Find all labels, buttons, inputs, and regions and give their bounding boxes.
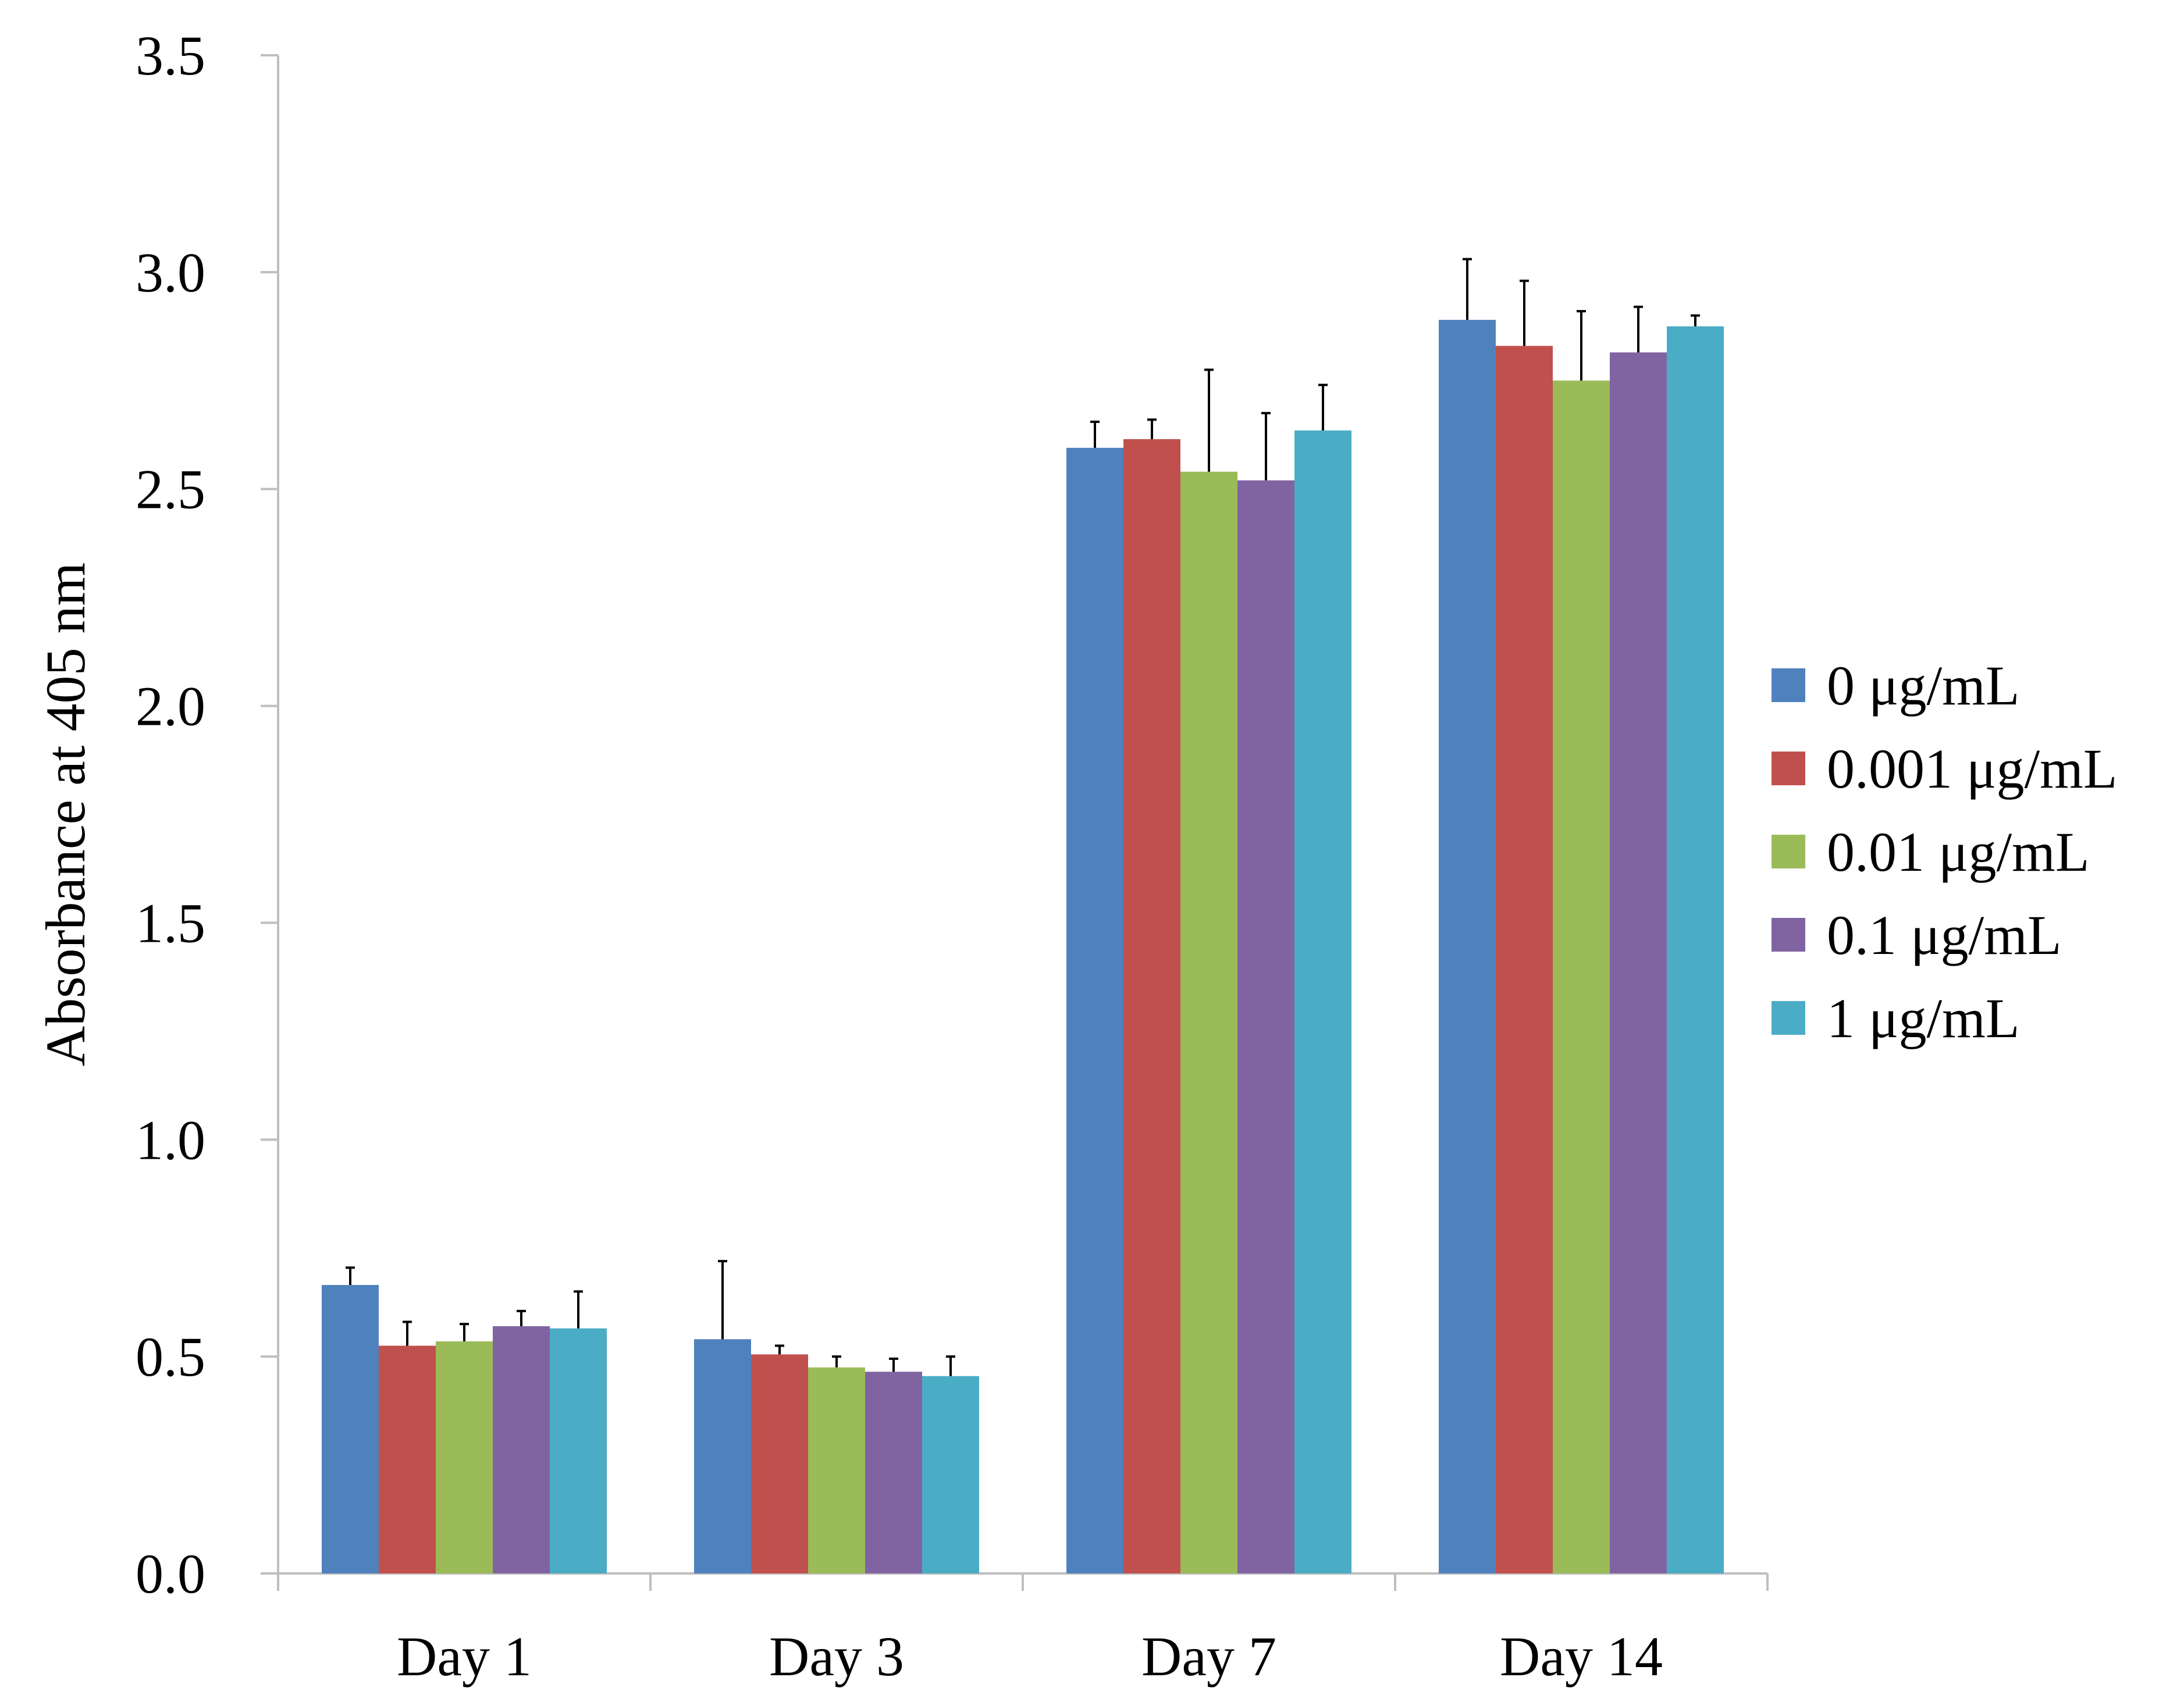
bar: [1294, 430, 1351, 1573]
x-tick-label: Day 1: [397, 1625, 532, 1687]
bar: [1237, 480, 1294, 1573]
bar: [436, 1341, 493, 1573]
bar: [1439, 319, 1496, 1573]
bar: [1496, 346, 1553, 1573]
legend-swatch: [1772, 1001, 1805, 1035]
bar: [1123, 439, 1180, 1573]
bar: [865, 1372, 922, 1573]
legend-label: 0 μg/mL: [1827, 654, 2019, 717]
x-tick-label: Day 7: [1141, 1625, 1276, 1687]
y-tick-label: 0.5: [136, 1326, 205, 1388]
bar: [550, 1328, 607, 1573]
y-tick-label: 1.0: [136, 1109, 205, 1171]
x-tick-label: Day 14: [1500, 1625, 1663, 1687]
x-tick-label: Day 3: [769, 1625, 904, 1687]
y-tick-label: 0.0: [136, 1543, 205, 1605]
y-axis-title: Absorbance at 405 nm: [34, 562, 97, 1066]
bar: [322, 1285, 379, 1573]
y-tick-label: 2.5: [136, 458, 205, 521]
bar: [379, 1345, 436, 1573]
bar: [808, 1367, 865, 1573]
legend-swatch: [1772, 668, 1805, 702]
legend-label: 0.01 μg/mL: [1827, 821, 2089, 883]
legend-label: 1 μg/mL: [1827, 987, 2019, 1049]
bar: [1553, 380, 1610, 1574]
legend-label: 0.001 μg/mL: [1827, 738, 2117, 800]
y-tick-label: 3.0: [136, 241, 205, 304]
bar: [922, 1376, 979, 1573]
y-tick-label: 1.5: [136, 892, 205, 954]
bar: [1667, 326, 1724, 1574]
bar: [1180, 471, 1237, 1573]
bar: [694, 1339, 751, 1573]
legend-label: 0.1 μg/mL: [1827, 904, 2061, 966]
legend-swatch: [1772, 918, 1805, 952]
y-tick-label: 2.0: [136, 675, 205, 738]
bar: [1066, 447, 1123, 1574]
bar: [1610, 352, 1667, 1574]
legend-swatch: [1772, 835, 1805, 868]
bar: [493, 1326, 550, 1573]
legend-swatch: [1772, 752, 1805, 785]
bar: [751, 1354, 808, 1573]
y-tick-label: 3.5: [136, 24, 205, 87]
